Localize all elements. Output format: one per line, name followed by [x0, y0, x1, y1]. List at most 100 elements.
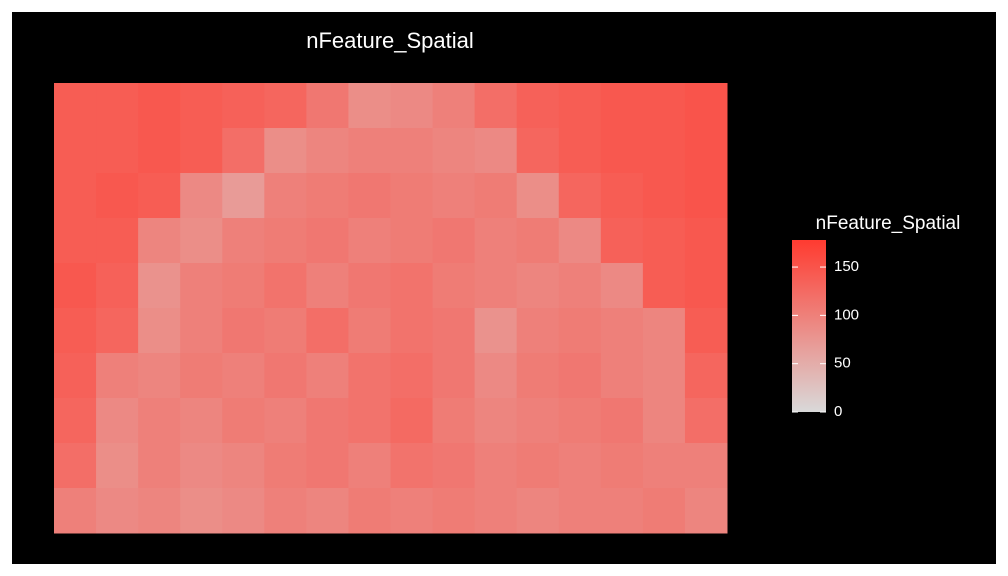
spot-cell: [390, 308, 434, 354]
spot-cell: [432, 353, 476, 399]
spot-cell: [222, 218, 265, 264]
spot-cell: [348, 218, 391, 264]
spot-cell: [516, 308, 560, 354]
spot-cell: [348, 353, 391, 399]
spot-cell: [138, 353, 181, 399]
spot-cell: [684, 488, 728, 534]
spot-cell: [516, 398, 560, 444]
spot-cell: [96, 128, 139, 174]
spot-cell: [264, 443, 307, 489]
spot-cell: [222, 398, 265, 444]
spot-cell: [474, 353, 518, 399]
spot-cell: [306, 443, 349, 489]
spot-cell: [222, 308, 265, 354]
spot-cell: [642, 353, 686, 399]
spot-cell: [222, 353, 265, 399]
spot-cell: [684, 173, 728, 219]
spot-cell: [558, 443, 602, 489]
spot-cell: [180, 488, 223, 534]
spot-cell: [474, 488, 518, 534]
spot-cell: [390, 443, 434, 489]
spot-cell: [306, 353, 349, 399]
spot-cell: [348, 443, 391, 489]
spot-cell: [54, 128, 97, 174]
spot-cell: [54, 218, 97, 264]
spot-cell: [432, 173, 476, 219]
spot-cell: [684, 83, 728, 129]
spot-cell: [306, 83, 349, 129]
spot-cell: [432, 443, 476, 489]
spot-cell: [600, 443, 644, 489]
spot-cell: [138, 218, 181, 264]
spot-cell: [432, 263, 476, 309]
spot-cell: [138, 398, 181, 444]
spot-cell: [642, 218, 686, 264]
spot-cell: [516, 173, 560, 219]
spot-cell: [138, 263, 181, 309]
spot-cell: [264, 308, 307, 354]
spot-cell: [54, 263, 97, 309]
spot-cell: [390, 173, 434, 219]
spot-cell: [642, 83, 686, 129]
spot-cell: [96, 353, 139, 399]
spot-cell: [474, 443, 518, 489]
spot-cell: [390, 218, 434, 264]
spot-cell: [432, 83, 476, 129]
spot-cell: [180, 218, 223, 264]
spot-cell: [390, 263, 434, 309]
spot-cell: [180, 308, 223, 354]
spot-cell: [222, 263, 265, 309]
spot-cell: [96, 443, 139, 489]
spot-cell: [558, 263, 602, 309]
spot-cell: [684, 218, 728, 264]
spot-cell: [684, 128, 728, 174]
spot-cell: [306, 263, 349, 309]
spot-cell: [516, 218, 560, 264]
spot-cell: [306, 398, 349, 444]
spot-cell: [642, 308, 686, 354]
spot-cell: [432, 488, 476, 534]
spot-cell: [516, 83, 560, 129]
spot-cell: [264, 398, 307, 444]
spot-cell: [138, 128, 181, 174]
colorbar-tick-label: 0: [834, 403, 842, 420]
spot-cell: [474, 218, 518, 264]
spot-cell: [306, 128, 349, 174]
spot-cell: [474, 398, 518, 444]
spot-cell: [600, 218, 644, 264]
spot-cell: [642, 398, 686, 444]
spot-cell: [600, 398, 644, 444]
spot-cell: [264, 353, 307, 399]
spot-cell: [264, 263, 307, 309]
spot-cell: [180, 128, 223, 174]
spot-cell: [432, 128, 476, 174]
spot-cell: [600, 128, 644, 174]
spot-cell: [264, 83, 307, 129]
spot-cell: [516, 443, 560, 489]
spot-cell: [474, 263, 518, 309]
spot-cell: [474, 83, 518, 129]
spot-cell: [96, 173, 139, 219]
spot-cell: [54, 173, 97, 219]
spot-cell: [138, 488, 181, 534]
spot-cell: [96, 308, 139, 354]
spot-cell: [222, 173, 265, 219]
chart-title: nFeature_Spatial: [306, 28, 474, 53]
spot-cell: [516, 488, 560, 534]
spot-cell: [642, 263, 686, 309]
spot-cell: [684, 398, 728, 444]
spot-cell: [54, 83, 97, 129]
spot-cell: [558, 83, 602, 129]
spot-cell: [222, 488, 265, 534]
spot-cell: [642, 128, 686, 174]
spot-cell: [390, 128, 434, 174]
spot-cell: [264, 173, 307, 219]
spot-cell: [96, 263, 139, 309]
spot-cell: [306, 488, 349, 534]
spot-cell: [138, 443, 181, 489]
spot-cell: [54, 488, 97, 534]
spot-cell: [600, 83, 644, 129]
spot-cell: [600, 308, 644, 354]
spot-cell: [54, 398, 97, 444]
spot-cell: [474, 173, 518, 219]
